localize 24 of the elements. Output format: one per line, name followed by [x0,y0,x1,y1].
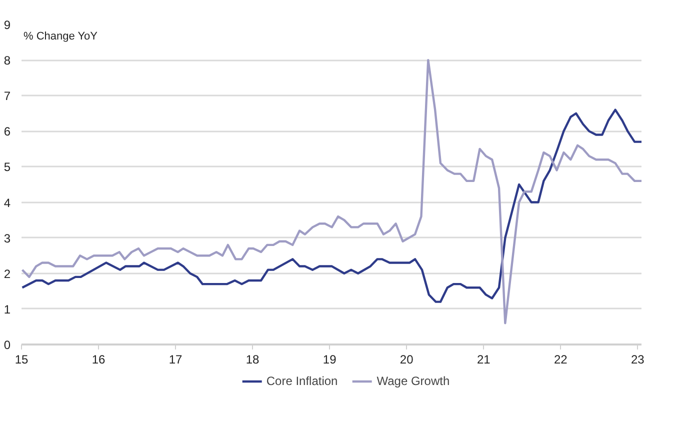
y-tick-label: 8 [4,54,11,68]
y-tick-label: 9 [4,18,11,32]
y-tick-label: 5 [4,160,11,174]
y-tick-label: 4 [4,196,11,210]
x-tick-label: 18 [246,352,260,366]
x-tick-label: 23 [630,352,645,366]
y-tick-label: 1 [4,302,11,316]
line-series [22,58,642,324]
y-tick-label: 7 [4,89,11,104]
y-tick-label: 0 [4,338,11,352]
y-tick-label: 6 [4,124,11,139]
x-tick-label: 15 [14,352,28,366]
y-tick-label: 3 [4,231,11,246]
x-tick-label: 20 [400,352,414,366]
x-tick-label: 16 [92,352,106,366]
x-tick-label: 17 [168,352,183,366]
x-tick-label: 22 [554,352,568,366]
legend-label: Core Inflation [266,374,338,388]
x-tick-label: 21 [476,352,491,366]
y-tick-label: 2 [4,266,11,281]
line-series [22,108,642,303]
y-axis-title: % Change YoY [24,30,98,42]
legend-label: Wage Growth [376,374,450,388]
x-tick-label: 19 [322,352,337,366]
